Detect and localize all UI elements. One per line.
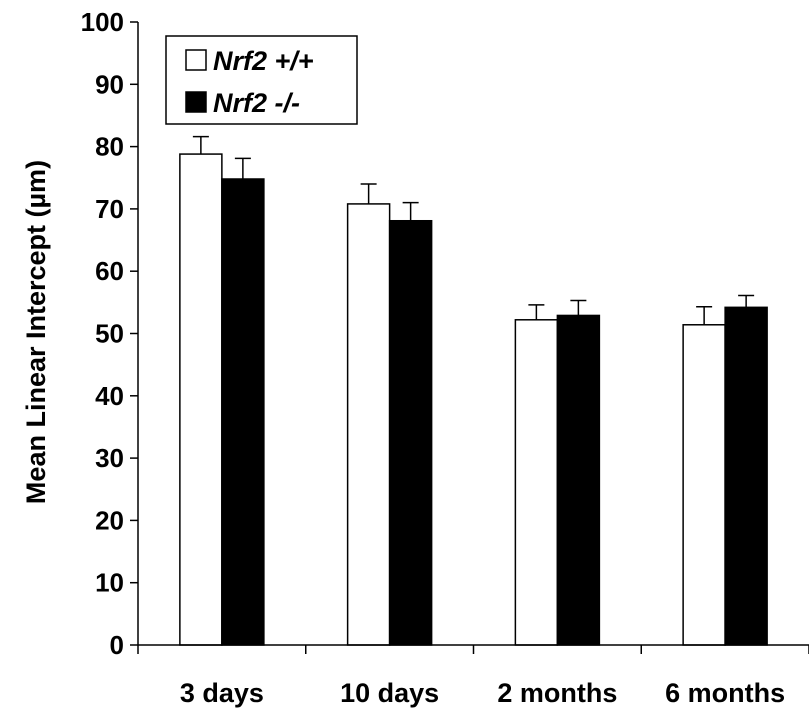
y-tick-label: 50 <box>95 319 124 349</box>
y-tick-label: 90 <box>95 69 124 99</box>
y-tick-label: 80 <box>95 132 124 162</box>
bar-knockout <box>221 178 265 646</box>
y-tick-label: 60 <box>95 256 124 286</box>
bar-wildtype <box>179 153 223 646</box>
x-category-label: 2 months <box>497 678 617 708</box>
x-category-label: 6 months <box>665 678 785 708</box>
legend-swatch-knockout <box>185 91 207 113</box>
y-axis-title: Mean Linear Intercept (µm) <box>21 160 51 504</box>
y-tick-label: 30 <box>95 443 124 473</box>
y-axis: 0 10 20 30 40 50 60 70 80 90 100 <box>81 7 139 660</box>
bar-knockout <box>556 314 601 646</box>
x-category-label: 3 days <box>180 678 264 708</box>
y-tick-label: 10 <box>95 568 124 598</box>
bar-wildtype <box>682 324 726 646</box>
x-category-label: 10 days <box>340 678 439 708</box>
legend: Nrf2 +/+ Nrf2 -/- <box>165 35 358 125</box>
y-tick-label: 20 <box>95 505 124 535</box>
y-tick-label: 40 <box>95 381 124 411</box>
plot-area <box>179 135 768 646</box>
y-tick-label: 70 <box>95 194 124 224</box>
legend-swatch-wildtype <box>185 49 207 71</box>
x-axis: 3 days 10 days 2 months 6 months <box>137 644 809 708</box>
y-tick-label: 0 <box>110 630 124 660</box>
bar-wildtype <box>514 319 559 646</box>
bar-knockout <box>388 219 433 646</box>
bar-knockout <box>724 306 768 646</box>
bar-wildtype <box>346 203 391 646</box>
y-tick-label: 100 <box>81 7 124 37</box>
legend-label-knockout: Nrf2 -/- <box>213 88 300 118</box>
legend-label-wildtype: Nrf2 +/+ <box>213 46 314 76</box>
